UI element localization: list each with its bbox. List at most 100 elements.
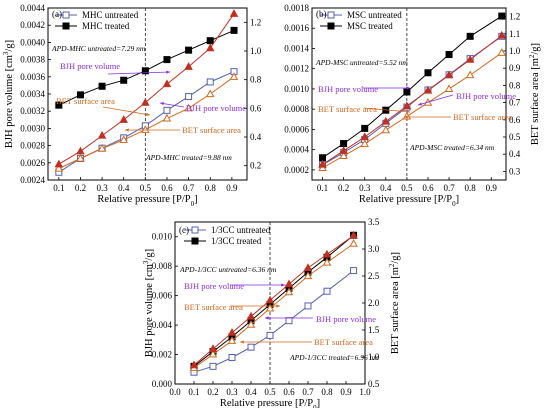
data-point-3	[360, 132, 369, 141]
series-line-3	[58, 13, 235, 165]
data-point-0	[350, 267, 358, 275]
y-left-tick-label: 0.0038	[20, 55, 45, 65]
x-tick-label: 0.4	[380, 183, 392, 193]
callout-arrow-line	[159, 102, 185, 108]
data-point-2	[265, 303, 275, 312]
y-left-axis-label-base: BJH pore volume [cm	[144, 264, 155, 357]
apd-annotation: APD-1/3CC untreated=6.36 nm	[179, 265, 277, 274]
data-point-3	[141, 97, 150, 106]
y-right-tick-label: 3.5	[368, 217, 380, 227]
data-point-3	[284, 279, 294, 288]
data-point-2	[76, 153, 85, 162]
x-tick-label: 0.4	[245, 387, 257, 397]
plot-frame	[311, 7, 507, 181]
data-point-1	[466, 32, 474, 40]
x-tick-label: 0.6	[422, 183, 434, 193]
y-right-tick-label: 0.9	[509, 63, 521, 73]
legend-label: 1/3CC treated	[211, 236, 262, 246]
y-left-tick-label: 0.0030	[20, 123, 45, 133]
y-left-tick-label: 0.0026	[20, 158, 45, 168]
callout-arrowhead	[418, 102, 422, 106]
callout-arrowhead	[406, 110, 410, 114]
callout-label: BJH pore volume	[184, 281, 244, 291]
legend-label: MHC treated	[82, 21, 130, 31]
callout-arrowhead	[406, 86, 410, 90]
x-tick-label: 0.2	[338, 183, 349, 193]
x-tick-label: 0.5	[140, 183, 152, 193]
y-right-tick-label: 3.0	[368, 244, 380, 254]
callout-label: BJH pore volume	[456, 91, 516, 101]
data-point-3	[349, 230, 358, 239]
x-axis-label: Relative pressure [P/P0]	[359, 194, 459, 208]
data-point-0	[323, 287, 331, 295]
legend-marker	[62, 22, 70, 30]
callout-label: BJH pore volume	[318, 84, 378, 94]
data-point-2	[322, 257, 332, 266]
data-point-2	[246, 319, 256, 328]
data-point-2	[284, 287, 294, 296]
y-left-tick-label: 0.004	[152, 320, 173, 330]
data-point-2	[465, 70, 475, 79]
data-point-2	[360, 139, 369, 147]
y-left-tick-label: 0.002	[152, 350, 172, 360]
legend-marker	[191, 237, 199, 245]
callout-arrowhead	[404, 115, 408, 119]
x-tick-label: 0.2	[207, 387, 218, 397]
x-tick-label: 0.6	[283, 387, 295, 397]
y-left-tick-label: 0.0028	[20, 141, 45, 151]
x-axis-label: Relative pressure [P/P0]	[220, 398, 320, 408]
y-right-tick-label: 2.5	[368, 271, 380, 281]
data-point-1	[76, 91, 84, 99]
data-point-2	[303, 271, 313, 280]
x-tick-label: 0.3	[359, 183, 371, 193]
data-point-1	[361, 124, 369, 132]
y-right-tick-label: 1.2	[509, 12, 520, 22]
legend-marker	[327, 22, 335, 30]
y-left-tick-label: 0.000	[152, 379, 173, 389]
x-tick-label: 0.1	[317, 183, 328, 193]
y-left-tick-label: 0.0032	[20, 106, 45, 116]
x-tick-label: 0.9	[226, 183, 238, 193]
data-point-2	[162, 113, 172, 122]
callout-arrowhead	[240, 340, 244, 344]
y-right-tick-label: 2.0	[368, 298, 380, 308]
callout-label: BET surface area	[318, 104, 377, 114]
data-point-3	[497, 30, 507, 39]
data-point-2	[497, 48, 507, 56]
apd-annotation: APD-MSC treated=6.34 nm	[409, 143, 495, 152]
x-tick-label: 0.5	[264, 387, 276, 397]
data-point-2	[208, 349, 218, 358]
data-point-2	[229, 72, 239, 80]
x-axis-label-base: Relative pressure [P/P	[220, 398, 313, 408]
legend-marker	[327, 11, 335, 19]
y-right-tick-label: 1.0	[509, 46, 521, 56]
y-left-axis-label-superscript: 3	[2, 51, 10, 55]
y-left-tick-label: 0.0014	[284, 43, 309, 53]
y-right-tick-label: 0.7	[509, 98, 521, 108]
y-right-tick-label: 0.2	[250, 161, 261, 171]
x-tick-label: 0.8	[205, 183, 217, 193]
legend-label: MHC untreated	[82, 10, 139, 20]
chart-panel-c: 0.0 0.1 0.2 0.3 0.4 0.5 0.6 0.7 0.8 0.9 1.0 0.000 0.…	[142, 217, 401, 408]
data-point-1	[445, 51, 453, 59]
callout-arrow-line	[102, 106, 151, 116]
data-point-1	[55, 101, 63, 109]
chart-panel-a: 0.1 0.2 0.3 0.4 0.5 0.6 0.7 0.8 0.9 0.0024 0.0026 0…	[2, 3, 262, 208]
x-tick-label: 0.7	[302, 387, 314, 397]
y-left-tick-label: 0.0006	[284, 124, 309, 134]
data-point-3	[205, 43, 215, 52]
x-tick-label: 0.2	[75, 183, 86, 193]
y-right-axis-label-base: BET surface area [m	[390, 267, 401, 354]
data-point-0	[163, 106, 171, 114]
callout-arrow-line	[107, 71, 171, 75]
data-point-0	[247, 343, 255, 351]
data-point-1	[163, 56, 171, 64]
y-left-axis-label-end: /g]	[144, 249, 155, 261]
data-point-3	[339, 146, 348, 154]
data-point-3	[381, 116, 391, 125]
data-point-3	[162, 79, 172, 88]
data-point-2	[205, 89, 215, 98]
y-right-tick-label: 0.8	[250, 75, 262, 85]
apd-annotation: APD-1/3CC treated=6.96 nm	[289, 353, 379, 362]
data-point-3	[318, 159, 327, 168]
